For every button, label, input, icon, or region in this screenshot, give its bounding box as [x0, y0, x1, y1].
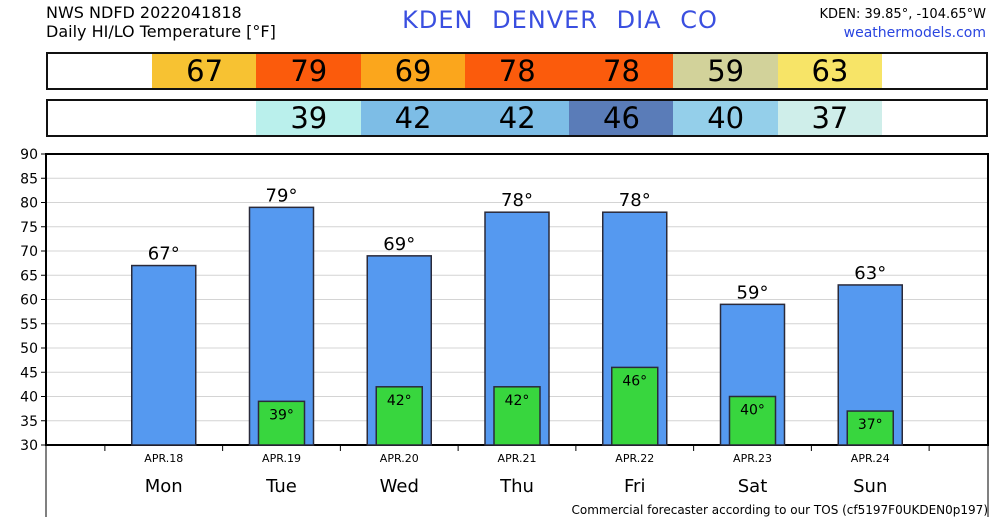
lo-cell: [881, 101, 987, 135]
source-label: NWS NDFD 2022041818: [46, 3, 242, 22]
y-tick-label: 50: [20, 341, 38, 357]
hi-cell: 69: [360, 54, 466, 88]
chart-header-left: NWS NDFD 2022041818 Daily HI/LO Temperat…: [46, 3, 276, 41]
hi-value-label: 78°: [619, 190, 651, 211]
x-day-label: Thu: [499, 476, 534, 497]
y-tick-label: 35: [20, 414, 38, 430]
lo-cell: 46: [569, 101, 674, 135]
lo-cell: 39: [256, 101, 362, 135]
x-day-label: Mon: [145, 476, 183, 497]
lo-value-label: 37°: [858, 417, 883, 433]
hi-cell: 67: [152, 54, 257, 88]
chart-subtitle: Daily HI/LO Temperature [°F]: [46, 22, 276, 41]
lo-cell: 42: [464, 101, 570, 135]
hi-cell: [48, 54, 153, 88]
y-tick-label: 55: [20, 317, 38, 333]
hi-temp-strip: 67 79 69 78 78 59 63: [46, 52, 988, 90]
hi-value-label: 69°: [383, 234, 415, 255]
hi-cell: 59: [673, 54, 779, 88]
lo-bar: [846, 410, 894, 446]
site-label: weathermodels.com: [843, 25, 986, 41]
hi-cell: 78: [464, 54, 570, 88]
hi-cell: [881, 54, 987, 88]
hi-cell: 63: [777, 54, 883, 88]
lo-bar: [257, 400, 306, 446]
hi-value-label: 79°: [266, 185, 298, 206]
station-title: KDEN DENVER DIA CO: [402, 6, 718, 34]
x-day-label: Sun: [853, 476, 887, 497]
y-tick-label: 80: [20, 196, 38, 212]
y-tick-label: 65: [20, 268, 38, 284]
hi-cell: 79: [256, 54, 362, 88]
x-date-label: APR.19: [262, 452, 301, 465]
lo-value-label: 40°: [740, 403, 765, 419]
lo-cell: 42: [360, 101, 466, 135]
hi-value-label: 59°: [737, 282, 769, 303]
y-tick-label: 60: [20, 293, 38, 309]
coords-label: KDEN: 39.85°, -104.65°W: [819, 7, 987, 22]
lo-value-label: 42°: [505, 393, 530, 409]
lo-value-label: 46°: [622, 373, 647, 389]
lo-cell: [152, 101, 257, 135]
y-tick-label: 70: [20, 244, 38, 260]
x-date-label: APR.24: [851, 452, 890, 465]
x-date-label: APR.21: [498, 452, 537, 465]
lo-cell: 40: [673, 101, 779, 135]
y-tick-label: 75: [20, 220, 38, 236]
y-tick-label: 45: [20, 365, 38, 381]
x-date-label: APR.22: [615, 452, 654, 465]
hi-value-label: 63°: [854, 263, 886, 284]
footer-note: Commercial forecaster according to our T…: [571, 503, 988, 517]
x-day-label: Tue: [265, 476, 297, 497]
x-day-label: Wed: [380, 476, 419, 497]
x-date-label: APR.23: [733, 452, 772, 465]
lo-temp-strip: 39 42 42 46 40 37: [46, 99, 988, 137]
y-tick-label: 30: [20, 438, 38, 454]
lo-bar: [728, 395, 777, 446]
x-day-label: Sat: [738, 476, 768, 497]
hi-cell: 78: [569, 54, 674, 88]
x-date-label: APR.20: [380, 452, 419, 465]
lo-cell: [48, 101, 153, 135]
lo-value-label: 42°: [387, 393, 412, 409]
hi-value-label: 78°: [501, 190, 533, 211]
x-day-label: Fri: [624, 476, 645, 497]
hi-value-label: 67°: [148, 244, 180, 265]
lo-bar: [493, 386, 541, 446]
hi-bar: [131, 264, 197, 446]
lo-cell: 37: [777, 101, 883, 135]
y-tick-label: 90: [20, 147, 38, 163]
y-tick-label: 85: [20, 171, 38, 187]
lo-value-label: 39°: [269, 407, 294, 423]
lo-bar: [611, 366, 659, 446]
chart-header-right: KDEN: 39.85°, -104.65°W weathermodels.co…: [820, 5, 987, 43]
x-date-label: APR.18: [144, 452, 183, 465]
lo-bar: [375, 386, 423, 446]
y-tick-label: 40: [20, 390, 38, 406]
